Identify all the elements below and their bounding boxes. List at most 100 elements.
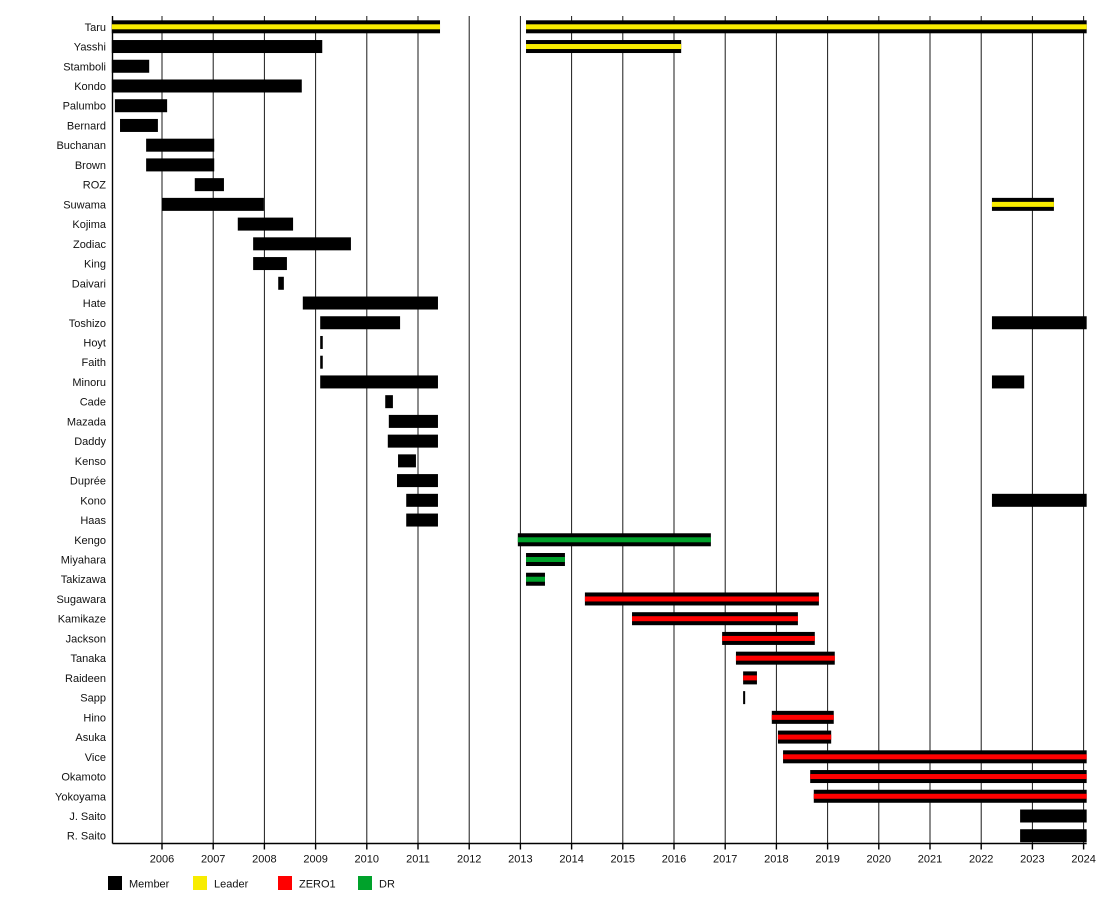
row-label: Sugawara bbox=[56, 594, 106, 606]
timeline-bar-stripe bbox=[777, 734, 832, 740]
timeline-bar bbox=[398, 454, 416, 468]
x-tick-label: 2013 bbox=[508, 854, 532, 866]
timeline-bar bbox=[320, 355, 323, 369]
row-label: Tanaka bbox=[71, 653, 107, 665]
timeline-bar bbox=[111, 79, 302, 93]
timeline-bar bbox=[146, 158, 215, 172]
row-label: Yasshi bbox=[74, 42, 106, 54]
timeline-bar-stripe bbox=[584, 596, 819, 602]
timeline-bar bbox=[991, 375, 1025, 389]
timeline-bar bbox=[114, 99, 168, 113]
timeline-bar-stripe bbox=[813, 793, 1087, 799]
row-label: Sapp bbox=[80, 693, 106, 705]
timeline-bar bbox=[111, 40, 323, 54]
x-tick-label: 2014 bbox=[559, 854, 583, 866]
timeline-bar bbox=[406, 513, 438, 527]
timeline-bar-stripe bbox=[735, 655, 835, 661]
timeline-bar bbox=[388, 414, 438, 428]
row-label: Asuka bbox=[75, 732, 106, 744]
row-label: Kondo bbox=[74, 81, 106, 93]
row-label: Cade bbox=[80, 397, 106, 409]
x-tick-label: 2021 bbox=[918, 854, 942, 866]
row-label: Miyahara bbox=[61, 555, 107, 567]
row-label: Brown bbox=[75, 160, 106, 172]
x-tick-label: 2006 bbox=[150, 854, 174, 866]
legend-label-dr: DR bbox=[379, 879, 395, 891]
row-label: King bbox=[84, 259, 106, 271]
row-label: Buchanan bbox=[56, 140, 106, 152]
timeline-bar-stripe bbox=[517, 537, 711, 543]
row-label: Hino bbox=[83, 712, 106, 724]
timeline-bar bbox=[320, 375, 438, 389]
row-label: Haas bbox=[80, 515, 106, 527]
legend-swatch-member bbox=[108, 876, 122, 890]
legend-label-zero1: ZERO1 bbox=[299, 879, 336, 891]
x-tick-label: 2023 bbox=[1020, 854, 1044, 866]
timeline-bar bbox=[991, 493, 1087, 507]
x-tick-label: 2015 bbox=[611, 854, 635, 866]
row-label: Kojima bbox=[72, 219, 107, 231]
timeline-bar bbox=[1020, 829, 1087, 843]
row-label: Yokoyama bbox=[55, 791, 107, 803]
timeline-bar bbox=[194, 178, 224, 192]
x-tick-label: 2024 bbox=[1071, 854, 1095, 866]
timeline-bar bbox=[991, 316, 1087, 330]
timeline-bar bbox=[320, 316, 401, 330]
timeline-bar-stripe bbox=[632, 616, 798, 622]
row-label: Daivari bbox=[72, 278, 106, 290]
x-tick-label: 2018 bbox=[764, 854, 788, 866]
row-label: Daddy bbox=[74, 436, 106, 448]
x-tick-label: 2007 bbox=[201, 854, 225, 866]
row-label: Suwama bbox=[63, 199, 107, 211]
timeline-bar bbox=[743, 691, 746, 705]
timeline-bar bbox=[237, 217, 294, 231]
timeline-bar bbox=[406, 493, 438, 507]
row-label: Raideen bbox=[65, 673, 106, 685]
timeline-bar-stripe bbox=[526, 557, 565, 563]
legend-label-leader: Leader bbox=[214, 879, 249, 891]
timeline-bar bbox=[320, 335, 323, 349]
x-tick-label: 2022 bbox=[969, 854, 993, 866]
timeline-bar-stripe bbox=[991, 201, 1054, 207]
row-label: Kono bbox=[80, 495, 106, 507]
timeline-bar-stripe bbox=[526, 576, 545, 582]
timeline-bar-stripe bbox=[810, 774, 1087, 780]
row-label: Faith bbox=[82, 357, 106, 369]
row-label: Kenso bbox=[75, 456, 106, 468]
timeline-bar bbox=[162, 197, 264, 211]
row-label: Taru bbox=[85, 22, 106, 34]
x-tick-label: 2009 bbox=[303, 854, 327, 866]
row-label: Duprée bbox=[70, 476, 106, 488]
timeline-bar bbox=[278, 276, 284, 290]
x-tick-label: 2017 bbox=[713, 854, 737, 866]
timeline-bar bbox=[120, 118, 158, 132]
row-label: Okamoto bbox=[61, 772, 106, 784]
timeline-bar-stripe bbox=[526, 24, 1087, 30]
row-label: Palumbo bbox=[63, 101, 106, 113]
timeline-bar bbox=[253, 257, 287, 271]
row-label: R. Saito bbox=[67, 831, 106, 843]
timeline-bar bbox=[302, 296, 438, 310]
timeline-bar bbox=[385, 395, 393, 409]
legend-label-member: Member bbox=[129, 879, 170, 891]
row-label: J. Saito bbox=[69, 811, 106, 823]
x-tick-label: 2008 bbox=[252, 854, 276, 866]
row-label: Minoru bbox=[72, 377, 106, 389]
row-label: Jackson bbox=[66, 633, 106, 645]
timeline-bar bbox=[387, 434, 438, 448]
row-label: Mazada bbox=[67, 416, 107, 428]
timeline-bar-stripe bbox=[743, 675, 757, 681]
row-label: Toshizo bbox=[69, 318, 106, 330]
row-label: Hoyt bbox=[83, 337, 106, 349]
legend-swatch-leader bbox=[193, 876, 207, 890]
x-tick-label: 2016 bbox=[662, 854, 686, 866]
timeline-bar bbox=[397, 474, 438, 488]
timeline-bar-stripe bbox=[526, 44, 682, 50]
x-tick-label: 2010 bbox=[355, 854, 379, 866]
timeline-bar bbox=[1020, 809, 1087, 823]
row-label: Zodiac bbox=[73, 239, 107, 251]
x-tick-label: 2011 bbox=[406, 854, 430, 866]
x-tick-label: 2019 bbox=[815, 854, 839, 866]
timeline-bar-stripe bbox=[722, 635, 815, 641]
